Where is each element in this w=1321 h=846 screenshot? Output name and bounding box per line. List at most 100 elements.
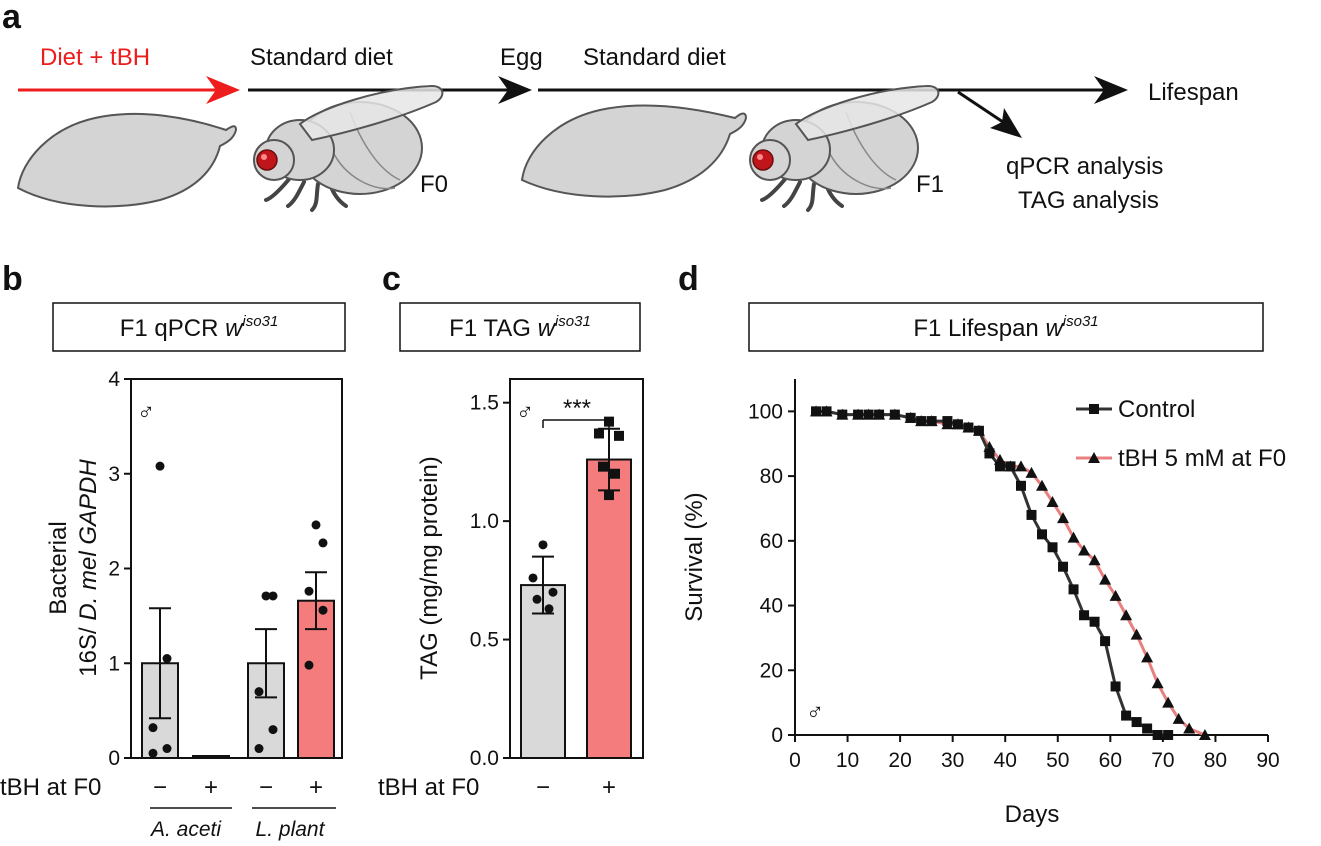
panel-b-sign-3: − [259,774,273,801]
b-ytick-label: 0 [108,747,120,770]
d-legend-label-control: Control [1118,396,1195,423]
d-point-control [942,416,953,427]
panel-b-title-box [52,302,346,352]
d-point-tbh [1109,589,1122,601]
d-point-control [973,425,984,436]
panel-d-male-symbol: ♂ [806,699,824,726]
b-ytick-label: 1 [108,652,120,675]
b-data-point [311,520,321,530]
d-legend-marker-control [1089,404,1099,414]
d-point-control [1142,723,1153,734]
b-data-point [304,586,314,596]
panel-b-label: b [2,260,23,298]
d-ytick-label: 60 [760,530,783,553]
d-point-tbh [1162,696,1175,708]
d-point-control [1089,616,1100,627]
black-arrow-head-2 [1094,76,1128,104]
d-point-control [1121,710,1132,721]
d-ytick-label: 0 [771,724,783,747]
d-point-tbh [1025,466,1038,478]
f0-label: F0 [420,171,448,198]
panel-d-title-box [748,302,1264,352]
d-point-tbh [1141,651,1154,663]
d-point-control [1068,584,1079,595]
b-data-point [261,591,271,601]
group-l-plant-label: L. plant [256,818,326,841]
b-data-point [268,591,278,601]
d-point-control [926,416,937,427]
c-data-point [604,490,614,501]
d-point-control [916,416,927,427]
c-data-point [528,573,538,583]
d-ytick-label: 20 [760,659,783,682]
panel-c-tbh-label: tBH at F0 [378,774,479,801]
panel-d-title: F1 Lifespan wiso31 [913,313,1098,342]
d-point-control [1079,610,1090,621]
d-xlabel: Days [1005,801,1060,828]
panel-b-ylabel-1: Bacterial [45,521,72,614]
c-data-point [614,430,624,441]
lifespan-label: Lifespan [1148,79,1239,106]
d-point-tbh [1014,460,1027,472]
d-point-control [994,461,1005,472]
standard-diet-label-2: Standard diet [583,44,726,71]
b-data-point [318,538,328,548]
c-data-point [594,428,604,439]
d-legend-marker-tbh [1088,452,1100,463]
panel-b-tbh-label: tBH at F0 [0,774,101,801]
d-point-tbh [1120,609,1133,621]
c-data-point [610,468,620,479]
b-data-point [155,461,165,471]
d-point-control [853,409,864,420]
diet-tbh-label: Diet + tBH [40,44,150,71]
d-legend-label-tbh: tBH 5 mM at F0 [1118,445,1286,472]
f1-label: F1 [916,171,944,198]
b-data-point [148,748,158,758]
d-point-tbh [1099,573,1112,585]
b-data-point [254,687,264,697]
b-ytick-label: 3 [108,463,120,486]
d-point-tbh [1078,544,1091,556]
d-xtick-label: 60 [1099,749,1122,772]
d-xtick-label: 70 [1151,749,1174,772]
d-xtick-label: 0 [789,749,801,772]
c-ytick-label: 1.5 [470,392,499,415]
panel-a-label: a [2,0,22,36]
panel-b-male-symbol: ♂ [137,399,155,426]
d-point-control [821,406,832,417]
b-data-point [304,660,314,670]
red-arrow-head [206,76,240,104]
d-point-control [1163,730,1174,740]
d-point-control [1058,561,1069,572]
panel-c-sign-2: + [602,774,616,801]
panel-c-male-symbol: ♂ [516,399,534,426]
d-point-tbh [1151,677,1164,689]
b-data-point [148,723,158,733]
d-point-control [889,409,900,420]
c-data-point [548,587,558,597]
d-xtick-label: 80 [1204,749,1227,772]
d-point-control [963,422,974,433]
d-point-control [984,448,995,459]
d-point-control [1037,529,1048,540]
panel-c-title: F1 TAG wiso31 [449,313,591,342]
larva-icon-1 [16,112,238,208]
panel-b-plot: 0 1 2 3 4 [108,368,335,770]
significance-stars: *** [563,395,591,422]
d-point-tbh [1088,554,1101,566]
d-xtick-label: 30 [941,749,964,772]
c-ytick-label: 1.0 [470,510,499,533]
panel-c-plot-frame [509,378,644,759]
d-point-tbh [1046,495,1059,507]
d-point-control [1131,717,1142,728]
c-ytick-label: 0.0 [470,747,499,770]
egg-label: Egg [500,44,543,71]
panel-c-sign-1: − [536,774,550,801]
c-bar [586,458,632,759]
d-point-control [874,409,885,420]
d-point-tbh [1130,628,1143,640]
panel-b-sign-2: + [204,774,218,801]
d-point-control [1005,461,1016,472]
d-ytick-label: 80 [760,465,783,488]
c-ylabel: TAG (mg/mg protein) [416,456,443,680]
